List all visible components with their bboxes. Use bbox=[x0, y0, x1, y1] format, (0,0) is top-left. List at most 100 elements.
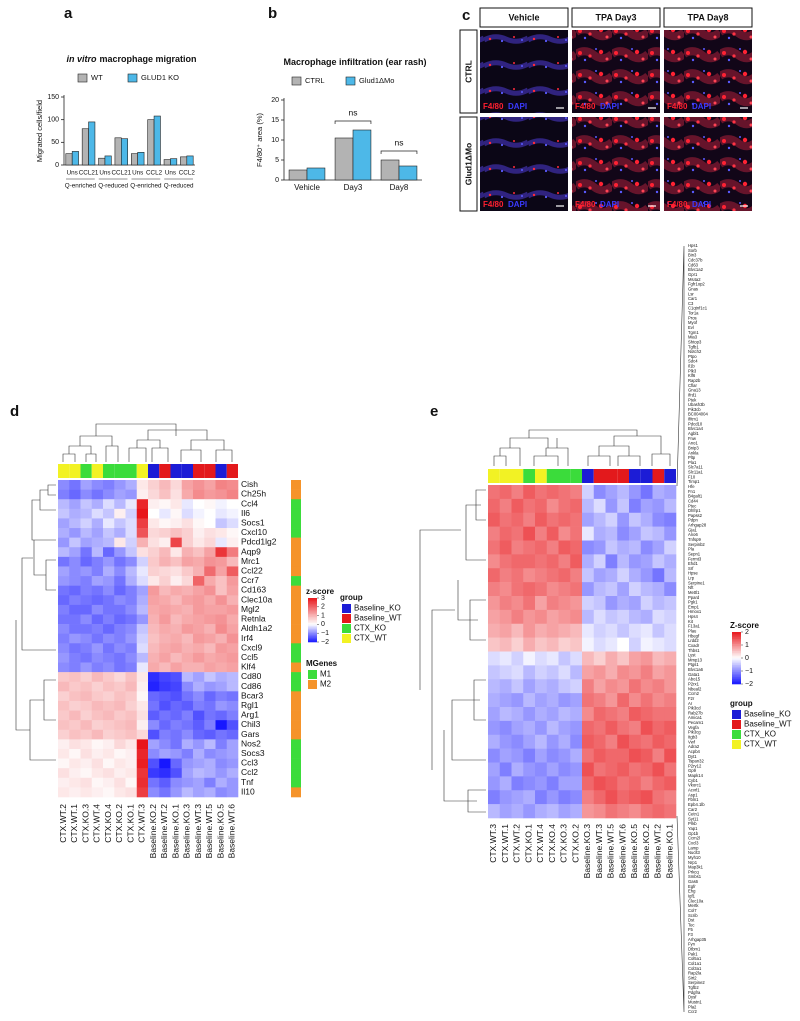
heatmap-cell bbox=[523, 720, 536, 736]
bar bbox=[334, 137, 354, 181]
x-tick-label: Uns bbox=[165, 170, 176, 177]
gene-label: F3 bbox=[688, 932, 694, 937]
heatmap-cell bbox=[617, 693, 630, 708]
heatmap-cell bbox=[159, 604, 171, 615]
heatmap-cell bbox=[58, 576, 70, 586]
heatmap-cell bbox=[80, 556, 93, 567]
heatmap-cell bbox=[193, 633, 205, 644]
gene-label: Mustn1 bbox=[688, 999, 702, 1004]
heatmap-cell bbox=[215, 739, 228, 750]
heatmap-cell bbox=[103, 700, 115, 711]
x-tick-label: CCL21 bbox=[79, 170, 99, 177]
heatmap-cell bbox=[114, 777, 126, 788]
heatmap-cell bbox=[535, 804, 548, 819]
heatmap-cell bbox=[546, 651, 559, 666]
heatmap-cell bbox=[664, 609, 677, 625]
heatmap-cell bbox=[523, 776, 536, 791]
column-group-cell bbox=[640, 469, 653, 483]
heatmap-cell bbox=[159, 710, 171, 721]
heatmap-cell bbox=[582, 679, 595, 694]
heatmap-cell bbox=[511, 485, 524, 500]
gene-label: Car1 bbox=[688, 296, 698, 301]
heatmap-cell bbox=[148, 566, 160, 577]
gene-label: Pik3cd bbox=[688, 706, 701, 711]
heatmap-cell bbox=[640, 693, 653, 708]
gene-label: Smbs1 bbox=[688, 874, 702, 879]
heatmap-cell bbox=[136, 652, 149, 663]
heatmap-cell bbox=[605, 596, 618, 611]
heatmap-cell bbox=[593, 720, 606, 736]
heatmap-cell bbox=[80, 508, 93, 519]
heatmap-cell bbox=[103, 768, 115, 779]
heatmap-cell bbox=[605, 762, 618, 777]
row-group-cell bbox=[291, 585, 301, 596]
gene-label: Cd44 bbox=[688, 498, 699, 503]
gene-label: Ubash3b bbox=[688, 402, 705, 407]
row-group-cell bbox=[291, 566, 301, 577]
heatmap-cell bbox=[226, 585, 239, 596]
heatmap-cell bbox=[204, 710, 216, 721]
heatmap-cell bbox=[664, 596, 677, 611]
heatmap-cell bbox=[546, 762, 559, 777]
row-label: Tnf bbox=[241, 777, 254, 787]
heatmap-cell bbox=[640, 498, 653, 514]
heatmap-cell bbox=[570, 776, 583, 791]
heatmap-cell bbox=[535, 485, 548, 500]
heatmap-cell bbox=[215, 672, 228, 683]
heatmap-cell bbox=[652, 665, 665, 680]
heatmap-cell bbox=[80, 614, 93, 625]
heatmap-cell bbox=[114, 729, 126, 740]
column-label: Baseline.WT.2 bbox=[159, 804, 169, 859]
heatmap-cell bbox=[136, 691, 149, 702]
heatmap-cell bbox=[558, 554, 571, 569]
gene-label: Ar bbox=[688, 701, 693, 706]
gene-label: BC004004 bbox=[688, 412, 708, 417]
heatmap-cell bbox=[582, 762, 595, 777]
heatmap-cell bbox=[125, 652, 138, 663]
heatmap-cell bbox=[546, 609, 559, 625]
heatmap-cell bbox=[136, 576, 149, 586]
heatmap-cell bbox=[181, 499, 194, 510]
heatmap-cell bbox=[159, 777, 171, 788]
gene-label: Ppard bbox=[688, 595, 700, 600]
gene-label: Gpr1 bbox=[688, 272, 698, 277]
heatmap-cell bbox=[558, 693, 571, 708]
heatmap-cell bbox=[69, 518, 81, 529]
heatmap-cell bbox=[136, 595, 149, 606]
heatmap-cell bbox=[215, 518, 228, 529]
heatmap-cell bbox=[148, 777, 160, 788]
heatmap-cell bbox=[58, 691, 70, 702]
heatmap-cell bbox=[181, 633, 194, 644]
column-group-cell bbox=[546, 469, 559, 483]
gene-label: Gas6 bbox=[688, 879, 699, 884]
heatmap-cell bbox=[69, 768, 81, 779]
heatmap-cell bbox=[617, 679, 630, 694]
heatmap-cell bbox=[103, 662, 115, 673]
heatmap-cell bbox=[511, 762, 524, 777]
heatmap-cell bbox=[103, 787, 115, 798]
heatmap-cell bbox=[558, 776, 571, 791]
heatmap-cell bbox=[148, 710, 160, 721]
heatmap-cell bbox=[69, 547, 81, 558]
heatmap-cell bbox=[535, 720, 548, 736]
column-group-cell bbox=[69, 464, 81, 478]
row-group-cell bbox=[291, 576, 301, 586]
heatmap-cell bbox=[69, 662, 81, 673]
heatmap-cell bbox=[558, 609, 571, 625]
bar bbox=[147, 119, 155, 166]
colorbar-segment bbox=[308, 633, 317, 635]
heatmap-cell bbox=[629, 665, 642, 680]
column-group-cell bbox=[664, 469, 676, 483]
heatmap-cell bbox=[103, 518, 115, 529]
heatmap-cell bbox=[103, 739, 115, 750]
heatmap-cell bbox=[558, 748, 571, 763]
heatmap-cell bbox=[499, 623, 512, 638]
gene-label: Pdgfra bbox=[688, 990, 701, 995]
heatmap-cell bbox=[215, 729, 228, 740]
heatmap-cell bbox=[664, 554, 677, 569]
heatmap-cell bbox=[69, 585, 81, 596]
heatmap-cell bbox=[181, 739, 194, 750]
heatmap-cell bbox=[640, 720, 653, 736]
row-group-cell bbox=[291, 633, 301, 644]
heatmap-cell bbox=[69, 672, 81, 683]
